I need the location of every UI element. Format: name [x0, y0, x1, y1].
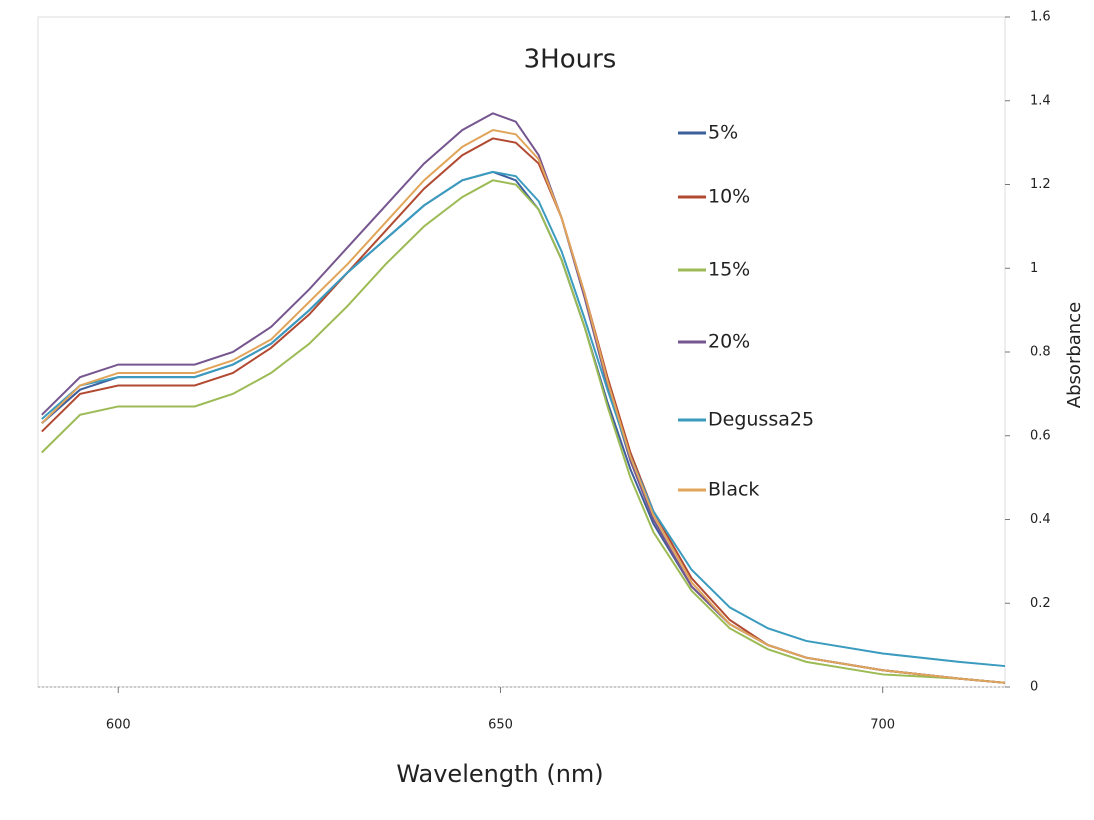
- legend-label: Degussa25: [708, 409, 814, 431]
- y-tick-label: 0.2: [1030, 596, 1051, 611]
- legend-label: Black: [708, 479, 759, 501]
- y-tick-label: 1: [1030, 261, 1038, 276]
- series-line: [41, 112, 1006, 684]
- y-tick-label: 0.4: [1030, 512, 1051, 527]
- y-tick-label: 1.2: [1030, 177, 1051, 192]
- plot-frame: [37, 16, 1006, 688]
- series-line: [41, 170, 1006, 684]
- y-tick-label: 0.8: [1030, 345, 1051, 360]
- x-tick-label: 700: [870, 718, 895, 733]
- x-tick-label: 600: [106, 718, 131, 733]
- series-line: [41, 179, 1006, 684]
- y-tick-label: 1.4: [1030, 93, 1051, 108]
- legend-label: 20%: [708, 331, 750, 353]
- legend-label: 10%: [708, 186, 750, 208]
- x-tick-label: 650: [488, 718, 513, 733]
- y-tick-label: 1.6: [1030, 10, 1051, 25]
- series-line: [41, 170, 1006, 668]
- legend-label: 5%: [708, 122, 738, 144]
- chart-title: 3Hours: [524, 45, 617, 75]
- x-axis-label: Wavelength (nm): [396, 760, 603, 788]
- y-axis-label: Absorbance: [1064, 302, 1085, 408]
- y-tick-label: 0: [1030, 680, 1038, 695]
- series-line: [41, 137, 1006, 684]
- series-line: [41, 129, 1006, 684]
- legend-label: 15%: [708, 259, 750, 281]
- y-tick-label: 0.6: [1030, 428, 1051, 443]
